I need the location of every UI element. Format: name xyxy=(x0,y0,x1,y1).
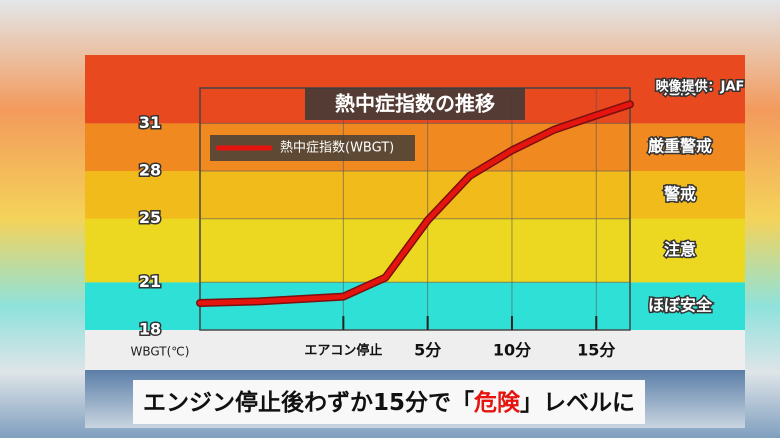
banner-text: 」レベルに xyxy=(520,390,635,416)
x-tick-label: 15分 xyxy=(577,341,615,360)
legend-label: 熱中症指数(WBGT) xyxy=(280,141,394,156)
y-tick-label: 25 xyxy=(139,208,161,227)
x-axis-strip xyxy=(85,330,745,370)
zone-label: 注意 xyxy=(664,240,696,259)
zone-band xyxy=(85,218,745,283)
series-line xyxy=(197,101,633,306)
y-tick-label: 31 xyxy=(139,113,161,132)
banner-highlight: 危険 xyxy=(474,389,521,416)
x-tick-label: 5分 xyxy=(414,341,441,360)
zone-label: 警戒 xyxy=(663,184,696,203)
y-axis-label: WBGT(℃) xyxy=(131,345,190,359)
y-tick-label: 28 xyxy=(139,161,161,180)
x-tick-label: 10分 xyxy=(493,341,531,360)
credit: 映像提供：JAF xyxy=(656,79,745,95)
y-tick-label: 21 xyxy=(139,272,161,291)
y-tick-label: 18 xyxy=(139,320,161,339)
zone-label: ほぼ安全 xyxy=(648,296,713,315)
title-box xyxy=(305,88,525,120)
zone-label: 危険 xyxy=(664,79,697,98)
banner-box xyxy=(133,380,645,424)
banner: エンジン停止後わずか15分で「危険」レベルに xyxy=(143,389,635,416)
zone-label: 厳重警戒 xyxy=(648,137,712,156)
banner-text: エンジン停止後わずか15分で「 xyxy=(143,389,474,416)
chart-title: 熱中症指数の推移 xyxy=(335,92,495,116)
x-tick-label: エアコン停止 xyxy=(304,343,382,359)
zone-band xyxy=(85,282,745,330)
zone-band xyxy=(85,171,745,219)
